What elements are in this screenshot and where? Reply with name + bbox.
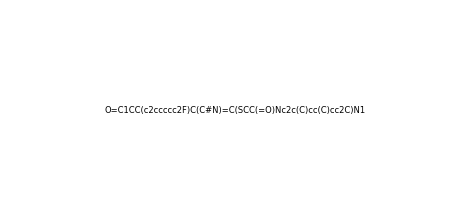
Text: O=C1CC(c2ccccc2F)C(C#N)=C(SCC(=O)Nc2c(C)cc(C)cc2C)N1: O=C1CC(c2ccccc2F)C(C#N)=C(SCC(=O)Nc2c(C)… bbox=[104, 106, 365, 115]
